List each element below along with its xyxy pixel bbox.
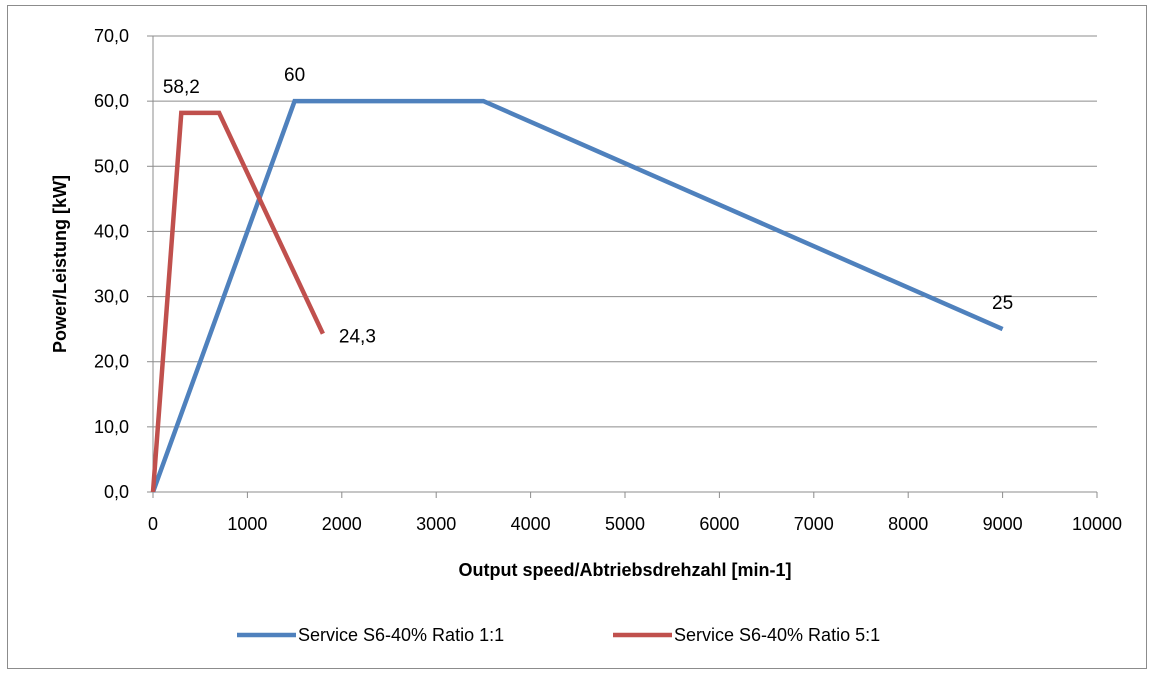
x-tick-label: 9000 (983, 514, 1023, 534)
data-labels: 60 25 58,2 24,3 (163, 65, 1013, 348)
legend-item: Service S6-40% Ratio 5:1 (613, 625, 880, 645)
x-tick-label: 6000 (699, 514, 739, 534)
x-tick-label: 4000 (511, 514, 551, 534)
x-tick-label: 0 (148, 514, 158, 534)
x-tick-label: 10000 (1072, 514, 1122, 534)
y-tick-label: 30,0 (94, 287, 129, 307)
data-label: 25 (992, 293, 1013, 314)
series-lines (150, 98, 1004, 493)
axes (147, 35, 1098, 498)
data-label: 60 (284, 65, 305, 86)
y-tick-label: 10,0 (94, 417, 129, 437)
legend-label: Service S6-40% Ratio 1:1 (298, 625, 504, 645)
chart-area (7, 5, 1147, 669)
y-axis-title: Power/Leistung [kW] (50, 175, 70, 353)
y-tick-label: 0,0 (104, 482, 129, 502)
legend: Service S6-40% Ratio 1:1 Service S6-40% R… (237, 625, 880, 645)
x-tick-label: 8000 (888, 514, 928, 534)
x-tick-label: 7000 (794, 514, 834, 534)
data-label: 58,2 (163, 77, 200, 98)
data-label: 24,3 (339, 327, 376, 348)
y-tick-label: 70,0 (94, 26, 129, 46)
x-tick-label: 1000 (227, 514, 267, 534)
legend-label: Service S6-40% Ratio 5:1 (674, 625, 880, 645)
y-tick-labels: 0,0 10,0 20,0 30,0 40,0 50,0 60,0 70,0 (94, 26, 129, 502)
x-tick-labels: 0 1000 2000 3000 4000 5000 6000 7000 8000 9000 100… (148, 514, 1122, 534)
y-tick-label: 20,0 (94, 352, 129, 372)
x-tick-label: 5000 (605, 514, 645, 534)
y-tick-label: 50,0 (94, 156, 129, 176)
y-tick-label: 40,0 (94, 221, 129, 241)
x-axis-title: Output speed/Abtriebsdrehzahl [min-1] (458, 560, 791, 580)
series-line-2 (150, 110, 325, 493)
series-line-1 (150, 98, 1004, 493)
x-tick-label: 2000 (322, 514, 362, 534)
x-tick-label: 3000 (416, 514, 456, 534)
gridlines (153, 35, 1097, 428)
y-tick-label: 60,0 (94, 91, 129, 111)
legend-item: Service S6-40% Ratio 1:1 (237, 625, 504, 645)
